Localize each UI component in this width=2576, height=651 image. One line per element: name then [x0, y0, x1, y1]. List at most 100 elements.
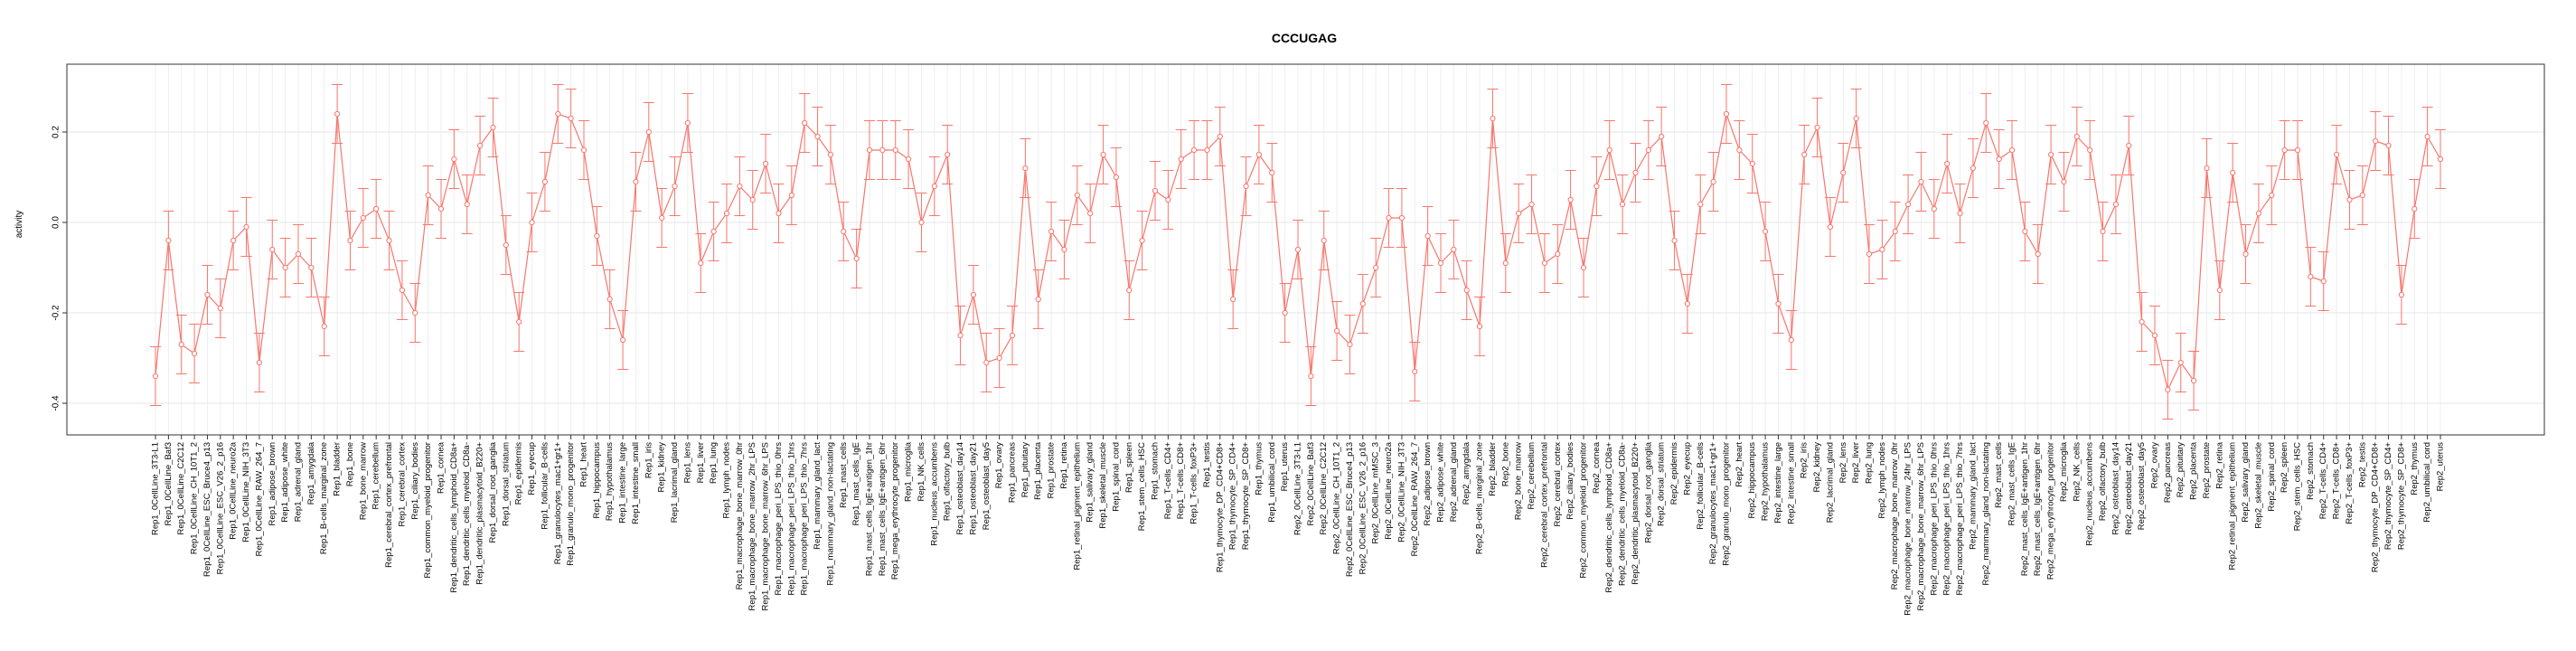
x-tick-label: Rep2_0CellLine_neuro2a	[1384, 441, 1394, 539]
data-point	[672, 183, 678, 190]
data-point	[425, 192, 431, 199]
data-point	[1555, 250, 1561, 258]
x-tick-label: Rep2_uterus	[2436, 442, 2446, 492]
x-tick-label: Rep1_NK_cells	[917, 442, 926, 502]
data-series	[150, 84, 2446, 420]
data-point	[1970, 165, 1977, 172]
x-tick-label: Rep1_skeletal_muscle	[1098, 442, 1108, 529]
data-point	[2333, 151, 2340, 158]
data-point	[1255, 151, 1263, 158]
x-tick-label: Rep2_granulo_mono_progenitor	[1722, 442, 1732, 566]
x-tick-label: Rep2_thymus	[2410, 442, 2420, 495]
x-tick-label: Rep2_prostate	[2202, 442, 2212, 498]
data-point	[2008, 146, 2016, 154]
x-tick-label: Rep1_dorsal_striatum	[501, 442, 511, 526]
x-tick-label: Rep2_spinal_cord	[2267, 442, 2277, 512]
x-tick-label: Rep1_thymus	[1254, 442, 1264, 495]
data-point	[1904, 201, 1912, 208]
x-tick-label: Rep2_thymocyte_SP_CD4+	[2383, 442, 2393, 551]
x-tick-label: Rep1_spleen	[1124, 442, 1134, 493]
x-tick-label: Rep2_lens	[1838, 442, 1848, 484]
data-point	[762, 160, 769, 167]
x-tick-label: Rep1_ovary	[994, 442, 1004, 488]
x-tick-label: Rep2_follicular_B-cells	[1696, 442, 1706, 530]
x-tick-label: Rep1_retinal_pigment_epithelium	[1072, 442, 1082, 571]
data-point	[1333, 327, 1340, 335]
data-point	[1567, 196, 1574, 203]
data-point	[2165, 386, 2171, 393]
data-point	[2269, 192, 2275, 199]
x-tick-label: Rep2_bone	[1500, 442, 1510, 486]
data-point	[178, 341, 184, 348]
x-tick-label: Rep1_T-cells_CD8+	[1176, 442, 1186, 520]
data-point	[1645, 146, 1651, 154]
x-tick-label: Rep1_granulo_mono_progenitor	[566, 442, 576, 566]
plot-frame	[66, 63, 2545, 436]
data-point	[1139, 237, 1145, 244]
x-tick-label: Rep2_0CellLine_RAW_264_7	[1410, 442, 1420, 556]
data-point	[2204, 165, 2210, 172]
x-tick-label: Rep1_0CellLine_ESC_Bruce4_p13	[202, 442, 212, 577]
x-tick-label: Rep1_macrophage_peri_LPS_thio_1hrs	[786, 442, 796, 596]
data-point	[1035, 296, 1041, 303]
data-point	[541, 178, 549, 185]
data-point	[1243, 183, 1249, 190]
x-tick-label: Rep2_bone_marrow	[1514, 442, 1524, 520]
data-point	[1827, 223, 1834, 231]
data-point	[1490, 115, 1496, 122]
x-tick-label: Rep1_cornea	[437, 441, 447, 494]
x-tick-label: Rep2_dendritic_cells_lymphoid_CD8a+	[1604, 442, 1614, 593]
x-tick-label: Rep2_0CellLine_C2C12	[1319, 442, 1329, 534]
x-tick-label: Rep1_umbilical_cord	[1267, 442, 1277, 523]
data-point	[386, 237, 392, 244]
x-tick-label: Rep2_dorsal_root_ganglia	[1643, 441, 1653, 542]
x-tick-label: Rep1_hypothalamus	[605, 442, 615, 521]
data-point	[918, 219, 925, 226]
data-point	[1308, 373, 1314, 380]
data-point	[2281, 146, 2288, 154]
data-point	[568, 115, 574, 122]
x-tick-label: Rep1_mast_cells	[839, 442, 849, 508]
data-point	[1269, 169, 1275, 176]
x-tick-label: Rep2_dendritic_plasmacytoid_B220+	[1631, 442, 1641, 585]
data-point	[1606, 146, 1612, 154]
x-tick-label: Rep2_hippocampus	[1747, 442, 1757, 519]
data-point	[1282, 309, 1288, 316]
x-tick-label: Rep1_amygdala	[306, 441, 316, 505]
x-tick-label: Rep1_adipose_white	[280, 442, 290, 523]
x-tick-label: Rep2_mast_cells	[1994, 442, 2004, 508]
x-tick-label: Rep2_liver	[1851, 442, 1861, 483]
x-tick-label: Rep1_uterus	[1280, 442, 1290, 492]
data-point	[1594, 183, 1600, 190]
data-point	[334, 110, 341, 118]
data-point	[1009, 332, 1016, 339]
x-tick-label: Rep1_dendritic_plasmacytoid_B220+	[475, 442, 485, 585]
x-tick-label: Rep1_kidney	[657, 442, 667, 493]
x-tick-label: Rep1_T-cells_CD4+	[1163, 442, 1173, 520]
x-tick-label: Rep1_dendritic_cells_myeloid_CD8a-	[462, 442, 472, 586]
data-point	[1788, 336, 1794, 344]
data-point	[555, 110, 561, 118]
data-point	[2100, 228, 2106, 235]
data-point	[1126, 287, 1133, 294]
y-axis: -0.4 -0.2 0.0 0.2	[52, 126, 67, 411]
data-point	[217, 305, 223, 312]
data-point	[2073, 133, 2080, 140]
data-point	[1386, 214, 1392, 222]
data-point	[1723, 110, 1730, 118]
data-point	[1931, 205, 1937, 212]
x-tick-label: Rep2_T-cells_foxP3+	[2345, 442, 2355, 524]
x-tick-label: Rep1_T-cells_foxP3+	[1189, 442, 1199, 524]
data-point	[827, 151, 834, 158]
data-point	[1944, 160, 1951, 167]
x-tick-label: Rep2_stem_cells_HSC	[2293, 442, 2303, 531]
x-tick-label: Rep2_cerebral_cortex	[1553, 442, 1563, 527]
data-point	[412, 309, 418, 316]
data-point	[1373, 264, 1379, 271]
x-tick-label: Rep1_bone_marrow	[358, 442, 368, 520]
data-point	[165, 237, 172, 244]
x-tick-label: Rep2_pituitary	[2176, 442, 2186, 498]
y-tick-label: 0.2	[52, 126, 61, 138]
x-tick-label: Rep1_salivary_gland	[1086, 442, 1095, 523]
